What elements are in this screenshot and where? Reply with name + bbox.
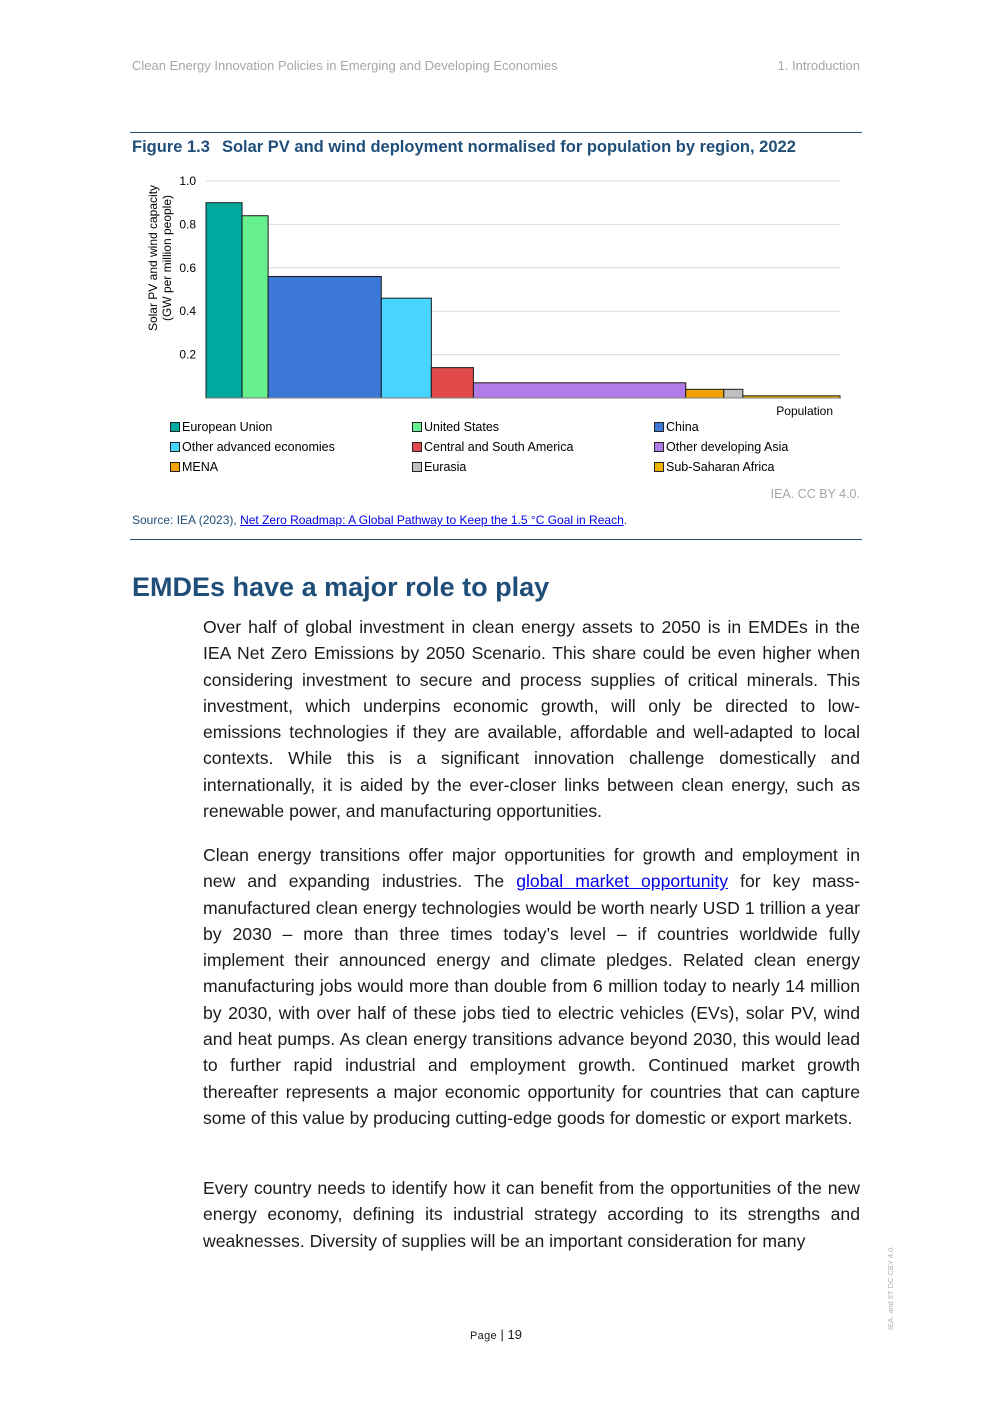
legend-label: Other developing Asia <box>666 440 789 454</box>
paragraph-2-text-cont: for key mass-manufactured clean energy t… <box>203 871 860 1128</box>
paragraph-2-text: Clean energy transitions offer major opp… <box>203 845 860 892</box>
legend-item: European Union <box>170 420 272 436</box>
chart-plot-area: 0.2 0.4 0.6 0.8 1.0 Population <box>179 174 841 418</box>
page-label: Page <box>470 1330 497 1342</box>
figure-top-rule <box>130 132 862 133</box>
x-axis-label: Population <box>776 404 833 418</box>
figure-number: Figure 1.3 <box>132 138 210 156</box>
figure-title: Figure 1.3 Solar PV and wind deployment n… <box>132 138 860 157</box>
y-tick-label: 0.2 <box>179 348 196 362</box>
section-heading: EMDEs have a major role to play <box>132 572 550 602</box>
legend-swatch <box>170 441 180 452</box>
running-header: Clean Energy Innovation Policies in Emer… <box>132 58 860 76</box>
bar-mena <box>685 388 725 399</box>
legend-label: Central and South America <box>424 440 574 454</box>
legend-item: Sub-Saharan Africa <box>654 460 774 476</box>
legend-item: Other advanced economies <box>170 440 335 456</box>
y-tick-label: 0.4 <box>179 304 196 318</box>
source-link[interactable]: Net Zero Roadmap: A Global Pathway to Ke… <box>240 513 624 527</box>
legend-swatch <box>654 461 664 472</box>
figure-caption: Solar PV and wind deployment normalised … <box>221 138 796 156</box>
source-prefix: Source: IEA (2023), <box>132 513 241 527</box>
side-license-note: IEA. and IIT DC CBY 4.0. <box>886 1245 895 1330</box>
legend-swatch <box>412 441 422 452</box>
paragraph-3: Every country needs to identify how it c… <box>203 1178 860 1251</box>
bar-european-union <box>205 202 243 399</box>
paragraph-1: Over half of global investment in clean … <box>203 617 860 822</box>
legend-swatch <box>654 421 664 432</box>
bar-eurasia <box>723 388 744 399</box>
page-number: Page | 19 <box>0 1327 992 1342</box>
legend-label: MENA <box>182 460 219 474</box>
page-number-value: 19 <box>507 1327 522 1342</box>
bar-other-developing-asia <box>472 382 687 399</box>
legend-item: China <box>654 420 699 436</box>
legend-label: Sub-Saharan Africa <box>666 460 775 474</box>
legend-swatch <box>170 461 180 472</box>
bar-other-advanced-economies <box>380 297 432 399</box>
legend-item: MENA <box>170 460 218 476</box>
legend-swatch <box>412 421 422 432</box>
source-suffix: . <box>623 513 628 527</box>
y-tick-label: 1.0 <box>179 174 196 188</box>
chapter-title: 1. Introduction <box>777 58 860 73</box>
legend-label: Eurasia <box>424 460 467 474</box>
bar-united-states <box>241 215 269 399</box>
figure-bottom-rule <box>130 539 862 540</box>
document-title: Clean Energy Innovation Policies in Emer… <box>132 58 558 73</box>
page-separator: | <box>496 1327 508 1342</box>
legend-item: Other developing Asia <box>654 440 788 456</box>
legend-label: Other advanced economies <box>182 440 335 454</box>
figure-source: Source: IEA (2023), Net Zero Roadmap: A … <box>132 513 627 527</box>
legend-item: United States <box>412 420 499 436</box>
legend-swatch <box>170 421 180 432</box>
bar-china <box>267 275 382 399</box>
figure-credit: IEA. CC BY 4.0. <box>770 487 860 501</box>
legend-swatch <box>654 441 664 452</box>
legend-item: Central and South America <box>412 440 573 456</box>
legend-swatch <box>412 461 422 472</box>
paragraph-2: Clean energy transitions offer major opp… <box>203 842 860 1131</box>
legend-label: European Union <box>182 420 273 434</box>
bar-chart: Solar PV and wind capacity (GW per milli… <box>130 168 862 480</box>
legend-item: Eurasia <box>412 460 466 476</box>
global-market-opportunity-link[interactable]: global market opportunity <box>516 871 729 892</box>
y-tick-label: 0.6 <box>179 261 196 275</box>
y-tick-label: 0.8 <box>179 217 196 231</box>
legend-label: United States <box>424 420 500 434</box>
bar-central-and-south-america <box>430 367 474 399</box>
legend-label: China <box>666 420 699 434</box>
